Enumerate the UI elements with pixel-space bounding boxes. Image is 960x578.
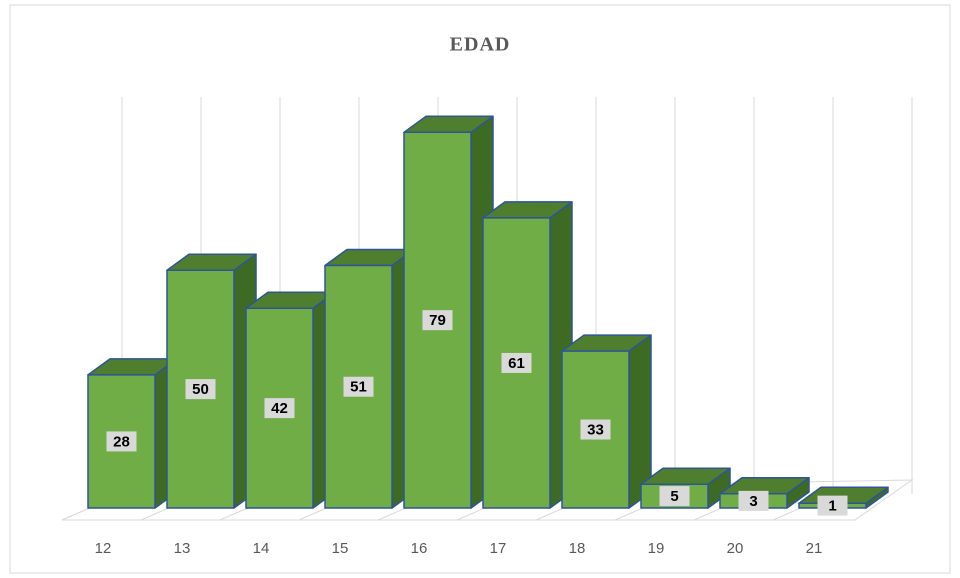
value-label: 79 [429,312,446,329]
value-label-box [185,379,216,400]
bar-3d: 28 [87,358,178,509]
value-label-box [422,310,453,331]
x-tick-label: 17 [490,540,507,557]
value-label-box [106,431,137,452]
bar-3d: 5 [640,467,731,509]
value-label: 61 [508,355,525,372]
x-tick-label: 21 [806,540,823,557]
value-label: 50 [192,381,209,398]
x-tick-label: 19 [648,540,665,557]
value-label: 28 [113,433,130,450]
bar-3d: 61 [482,201,573,509]
bar-3d: 42 [245,291,336,509]
bar-3d: 79 [403,115,494,509]
value-label-box [817,495,848,516]
value-label: 3 [749,493,757,510]
x-tick-label: 20 [727,540,744,557]
bar-3d: 3 [719,476,810,511]
value-label-box [501,352,532,373]
bar-3d: 1 [798,486,889,516]
value-label-box [580,419,611,440]
x-tick-label: 15 [332,540,349,557]
chart-title: EDAD [450,34,511,56]
x-tick-label: 14 [253,540,270,557]
bar-3d: 33 [561,334,652,509]
x-tick-label: 16 [411,540,428,557]
value-label: 1 [828,498,836,515]
bar-3d: 50 [166,253,257,509]
x-tick-label: 13 [174,540,191,557]
x-tick-label: 18 [569,540,586,557]
value-label-box [738,490,769,511]
value-label: 42 [271,400,288,417]
value-label: 33 [587,422,604,439]
value-label-box [659,486,690,507]
value-label: 51 [350,379,367,396]
value-label-box [264,398,295,419]
value-label: 5 [670,488,678,505]
bar-3d: 51 [324,248,415,509]
x-tick-label: 12 [95,540,112,557]
value-label-box [343,376,374,397]
